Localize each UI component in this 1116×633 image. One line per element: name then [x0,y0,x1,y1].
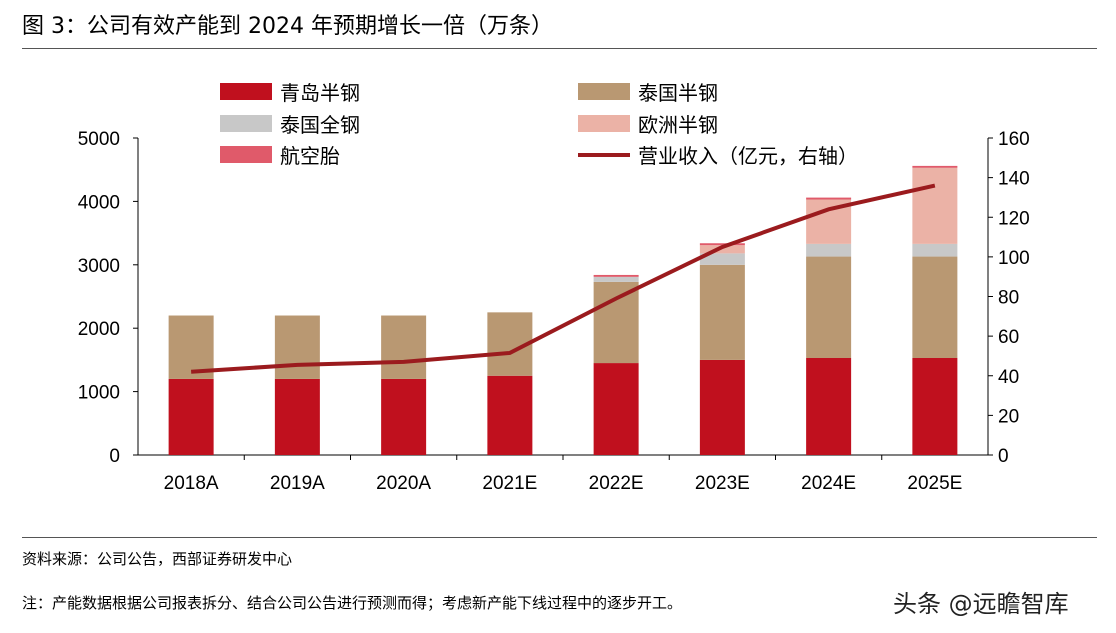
legend-label: 营业收入（亿元，右轴） [638,145,858,168]
right-tick-label: 120 [998,208,1030,229]
bar-青岛半钢 [806,357,852,455]
legend-label: 泰国全钢 [280,114,360,137]
legend-swatch [578,83,630,100]
bar-泰国半钢 [593,281,639,364]
bar-泰国半钢 [806,256,852,358]
left-tick-label: 4000 [78,192,120,213]
bar-欧洲半钢 [912,167,958,244]
bar-航空胎 [912,165,958,168]
left-tick-label: 5000 [78,129,120,150]
bar-泰国半钢 [381,315,427,379]
watermark: 头条 @远瞻智库 [893,590,1069,618]
bar-欧洲半钢 [699,245,745,254]
bar-泰国半钢 [699,264,745,360]
legend-label: 欧洲半钢 [638,114,718,137]
left-tick-label: 3000 [78,256,120,277]
bar-青岛半钢 [168,378,214,455]
revenue-line [190,183,936,374]
chart: 0 1000 2000 3000 4000 5000 0 20 40 60 80 100 120 140 1… [78,82,1030,494]
bar-泰国全钢 [699,253,745,265]
left-tick-label: 1000 [78,383,120,404]
legend-label: 青岛半钢 [280,82,360,105]
bar-泰国全钢 [912,243,958,257]
x-tick-label: 2024E [801,473,856,494]
legend-label: 航空胎 [280,145,340,168]
bar-泰国半钢 [274,315,320,379]
right-tick-label: 140 [998,169,1030,190]
legend-swatch [220,83,272,100]
right-tick-label: 100 [998,248,1030,269]
right-tick-label: 0 [998,446,1009,467]
x-tick-label: 2021E [482,473,537,494]
x-tick-label: 2018A [164,473,219,494]
x-tick-label: 2023E [695,473,750,494]
x-tick-label: 2019A [270,473,325,494]
bar-青岛半钢 [593,363,639,455]
bar-泰国半钢 [168,315,214,379]
left-tick-label: 2000 [78,319,120,340]
x-tick-label: 2025E [907,473,962,494]
bar-航空胎 [593,274,639,277]
note-text: 注：产能数据根据公司报表拆分、结合公司公告进行预测而得；考虑新产能下线过程中的逐… [22,594,683,612]
legend-swatch [220,146,272,163]
bar-青岛半钢 [912,357,958,455]
bar-航空胎 [806,197,852,200]
bar-航空胎 [699,243,745,246]
x-tick-label: 2022E [589,473,644,494]
right-tick-label: 160 [998,129,1030,150]
right-tick-label: 20 [998,406,1019,427]
legend-swatch [578,115,630,132]
bar-青岛半钢 [274,378,320,455]
bar-泰国全钢 [593,276,639,282]
bar-青岛半钢 [699,359,745,455]
legend-swatch [220,115,272,132]
bar-青岛半钢 [381,378,427,455]
left-tick-label: 0 [109,446,120,467]
right-tick-label: 60 [998,327,1019,348]
right-tick-label: 80 [998,288,1019,309]
source-text: 资料来源：公司公告，西部证券研发中心 [22,550,293,568]
chart-title: 图 3：公司有效产能到 2024 年预期增长一倍（万条） [22,14,553,39]
footer-divider [22,537,1097,538]
right-tick-label: 40 [998,367,1019,388]
bar-泰国全钢 [806,243,852,257]
title-divider [22,48,1097,49]
bar-青岛半钢 [487,375,533,455]
x-tick-label: 2020A [376,473,431,494]
legend-label: 泰国半钢 [638,82,718,105]
bar-泰国半钢 [912,256,958,358]
